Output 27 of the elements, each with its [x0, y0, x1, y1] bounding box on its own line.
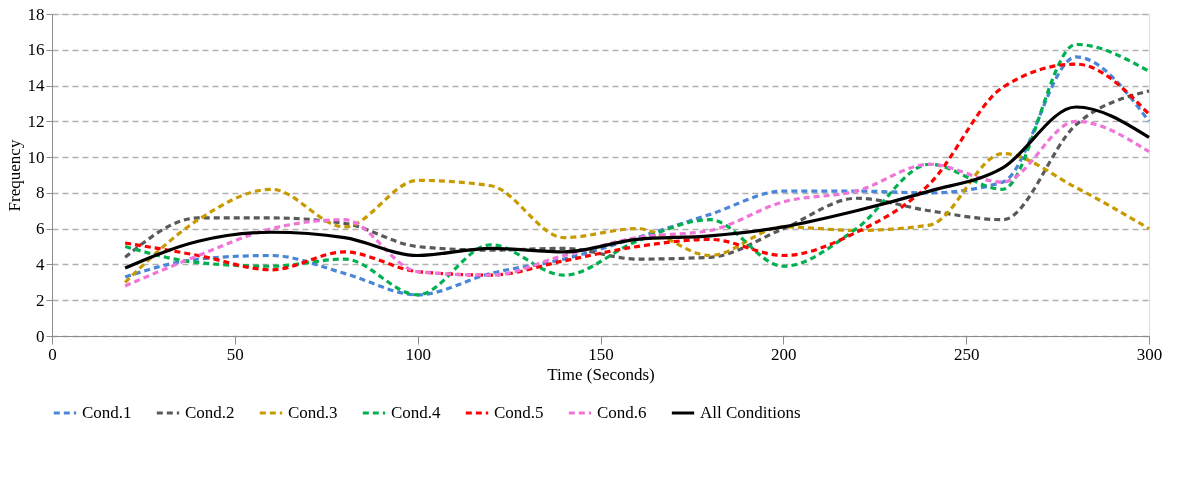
y-tick-label: 6 [36, 219, 45, 239]
y-tick-label: 8 [36, 183, 45, 203]
x-tick-label: 150 [588, 344, 614, 364]
y-tick-label: 4 [36, 254, 45, 274]
y-tick-label: 18 [27, 4, 45, 24]
legend-label: Cond.5 [494, 403, 544, 422]
y-tick-label: 10 [27, 147, 45, 167]
x-tick-label: 300 [1136, 344, 1163, 364]
legend-label: Cond.6 [597, 403, 647, 422]
y-tick-label: 16 [27, 40, 45, 60]
x-tick-label: 100 [405, 344, 431, 364]
y-tick-label: 12 [27, 111, 45, 131]
legend-label: Cond.4 [391, 403, 442, 422]
y-tick-label: 2 [36, 290, 45, 310]
y-axis-title: Frequency [4, 139, 24, 212]
line-series [123, 119, 1151, 288]
y-tick-label: 0 [36, 326, 45, 346]
y-tick-label: 14 [27, 76, 45, 96]
line-series [123, 151, 1151, 284]
x-tick-label: 50 [226, 344, 244, 364]
legend-label: Cond.1 [82, 403, 132, 422]
x-tick-label: 250 [953, 344, 980, 364]
legend-label: Cond.2 [185, 403, 235, 422]
legend-label: All Conditions [700, 403, 801, 422]
x-tick-label: 200 [771, 344, 797, 364]
x-axis-title: Time (Seconds) [547, 364, 655, 384]
legend-label: Cond.3 [288, 403, 338, 422]
